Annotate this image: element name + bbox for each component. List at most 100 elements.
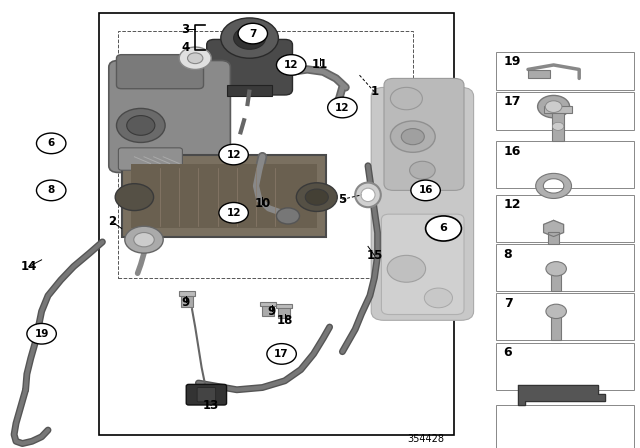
Text: 6: 6 [440, 224, 447, 233]
Polygon shape [518, 385, 605, 405]
FancyBboxPatch shape [262, 305, 274, 316]
Text: 17: 17 [504, 95, 521, 108]
FancyBboxPatch shape [496, 405, 634, 448]
Text: 10: 10 [254, 197, 271, 211]
FancyBboxPatch shape [528, 70, 550, 78]
Circle shape [219, 144, 248, 165]
Circle shape [188, 53, 203, 64]
Circle shape [328, 97, 357, 118]
Text: 8: 8 [504, 248, 512, 261]
Circle shape [401, 129, 424, 145]
FancyBboxPatch shape [278, 307, 290, 318]
Circle shape [234, 27, 266, 49]
Text: 14: 14 [20, 260, 37, 273]
Circle shape [390, 121, 435, 152]
Circle shape [546, 304, 566, 319]
Text: 16: 16 [504, 145, 521, 158]
Circle shape [125, 226, 163, 253]
Text: 8: 8 [47, 185, 55, 195]
Circle shape [546, 262, 566, 276]
Text: 12: 12 [227, 150, 241, 159]
Circle shape [115, 184, 154, 211]
FancyBboxPatch shape [122, 155, 326, 237]
Text: 6: 6 [504, 346, 512, 359]
FancyBboxPatch shape [496, 195, 634, 242]
Circle shape [116, 108, 165, 142]
Circle shape [410, 161, 435, 179]
Text: 16: 16 [419, 185, 433, 195]
FancyBboxPatch shape [186, 384, 227, 405]
FancyBboxPatch shape [179, 291, 195, 296]
Circle shape [296, 183, 337, 211]
FancyBboxPatch shape [552, 110, 564, 141]
Text: 12: 12 [335, 103, 349, 112]
FancyBboxPatch shape [181, 294, 193, 307]
Circle shape [545, 101, 562, 112]
Text: 13: 13 [203, 399, 220, 412]
FancyBboxPatch shape [384, 78, 464, 190]
FancyBboxPatch shape [496, 293, 634, 340]
Text: 12: 12 [504, 198, 521, 211]
Text: 15: 15 [366, 249, 383, 262]
FancyBboxPatch shape [551, 267, 561, 291]
Text: 18: 18 [276, 314, 293, 327]
FancyBboxPatch shape [109, 60, 230, 172]
Circle shape [276, 208, 300, 224]
Circle shape [538, 95, 570, 118]
Text: 12: 12 [227, 208, 241, 218]
FancyBboxPatch shape [260, 302, 276, 306]
Circle shape [411, 180, 440, 201]
Circle shape [424, 288, 452, 308]
Text: 5: 5 [339, 193, 346, 206]
Text: 9: 9 [182, 296, 189, 309]
FancyBboxPatch shape [276, 304, 292, 308]
FancyBboxPatch shape [496, 52, 634, 90]
Text: 19: 19 [504, 55, 521, 68]
Circle shape [219, 202, 248, 223]
Text: 3: 3 [182, 22, 189, 36]
FancyBboxPatch shape [118, 148, 182, 170]
FancyBboxPatch shape [381, 214, 464, 314]
Text: 7: 7 [249, 29, 257, 39]
Text: 354428: 354428 [408, 434, 445, 444]
Circle shape [238, 23, 268, 44]
Circle shape [387, 255, 426, 282]
Text: 1: 1 [371, 85, 378, 99]
FancyBboxPatch shape [496, 343, 634, 390]
FancyBboxPatch shape [551, 311, 561, 340]
Text: 2: 2 [108, 215, 116, 228]
FancyBboxPatch shape [371, 87, 474, 320]
Circle shape [36, 133, 66, 154]
Text: 4: 4 [182, 40, 189, 54]
FancyBboxPatch shape [99, 13, 454, 435]
Polygon shape [543, 220, 564, 237]
Circle shape [27, 323, 56, 344]
Text: 17: 17 [275, 349, 289, 359]
FancyBboxPatch shape [496, 244, 634, 291]
Circle shape [267, 344, 296, 364]
Circle shape [134, 233, 154, 247]
Circle shape [36, 180, 66, 201]
Text: 19: 19 [35, 329, 49, 339]
Circle shape [426, 216, 461, 241]
Circle shape [127, 116, 155, 135]
FancyBboxPatch shape [197, 388, 216, 402]
Ellipse shape [361, 188, 375, 202]
Circle shape [305, 189, 328, 205]
Text: 12: 12 [284, 60, 298, 70]
Circle shape [552, 122, 564, 130]
Circle shape [179, 47, 211, 69]
Circle shape [390, 87, 422, 110]
FancyBboxPatch shape [496, 92, 634, 130]
Ellipse shape [355, 183, 381, 207]
Text: 9: 9 [268, 305, 276, 318]
FancyBboxPatch shape [548, 232, 559, 244]
FancyBboxPatch shape [496, 141, 634, 188]
Text: 6: 6 [47, 138, 55, 148]
Circle shape [221, 18, 278, 58]
FancyBboxPatch shape [116, 55, 204, 89]
FancyBboxPatch shape [544, 106, 572, 113]
Text: 7: 7 [504, 297, 513, 310]
FancyBboxPatch shape [227, 85, 272, 96]
FancyBboxPatch shape [207, 39, 292, 95]
